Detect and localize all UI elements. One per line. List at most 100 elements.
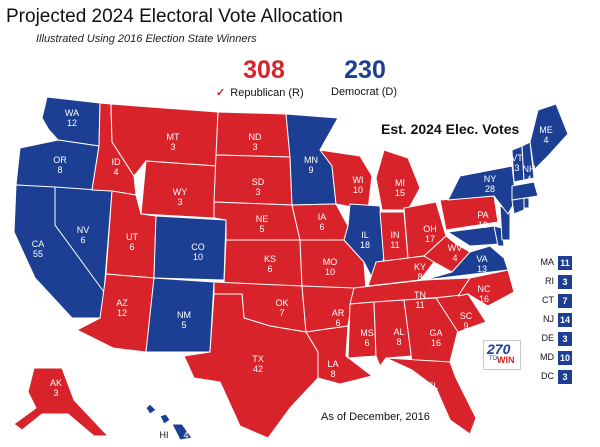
state-votes-va: 13 bbox=[477, 264, 487, 274]
small-state-abbr: RI bbox=[545, 276, 554, 286]
state-abbr-ut: UT bbox=[126, 232, 138, 242]
state-abbr-co: CO bbox=[191, 242, 205, 252]
state-votes-tn: 11 bbox=[415, 300, 424, 310]
state-votes-mo: 10 bbox=[325, 267, 335, 277]
state-abbr-sd: SD bbox=[252, 177, 265, 187]
state-votes-ms: 6 bbox=[364, 338, 369, 348]
small-state-votes: 3 bbox=[558, 332, 572, 346]
state-votes-pa: 19 bbox=[478, 220, 488, 230]
state-abbr-wi: WI bbox=[353, 175, 364, 185]
small-state-abbr: MA bbox=[540, 257, 555, 267]
state-label-layer: WA12OR8CA55NV6ID4MT3WY3UT6AZ12CO10NM5ND3… bbox=[32, 108, 553, 440]
state-votes-sc: 9 bbox=[463, 321, 468, 331]
state-ny[interactable] bbox=[447, 165, 517, 215]
small-state-ri[interactable]: RI 3 bbox=[532, 275, 580, 289]
state-votes-co: 10 bbox=[193, 252, 203, 262]
state-votes-ky: 8 bbox=[417, 272, 422, 282]
state-votes-in: 11 bbox=[390, 240, 399, 250]
state-votes-oh: 17 bbox=[425, 234, 435, 244]
state-abbr-mt: MT bbox=[167, 132, 180, 142]
state-votes-wy: 3 bbox=[177, 197, 182, 207]
small-state-abbr: NJ bbox=[543, 314, 554, 324]
state-votes-nm: 5 bbox=[181, 320, 186, 330]
small-state-abbr: CT bbox=[542, 295, 554, 305]
small-state-de[interactable]: DE 3 bbox=[532, 332, 580, 346]
state-votes-ok: 7 bbox=[279, 308, 284, 318]
state-nc[interactable] bbox=[457, 269, 515, 307]
state-abbr-oh: OH bbox=[423, 224, 437, 234]
republican-vote-total: 308 bbox=[243, 56, 285, 84]
small-state-votes: 7 bbox=[558, 294, 572, 308]
state-votes-hi: 4 bbox=[183, 430, 188, 440]
state-mo[interactable] bbox=[299, 239, 367, 291]
small-state-dc[interactable]: DC 3 bbox=[532, 370, 580, 384]
state-abbr-vt: VT bbox=[511, 153, 523, 163]
state-abbr-in: IN bbox=[391, 230, 400, 240]
state-ky[interactable] bbox=[367, 255, 435, 287]
state-sc[interactable] bbox=[435, 293, 487, 333]
state-me[interactable] bbox=[529, 103, 569, 171]
republican-label: Republican (R) bbox=[230, 87, 304, 99]
small-state-abbr: DE bbox=[541, 333, 554, 343]
state-abbr-mi: MI bbox=[395, 178, 405, 188]
state-abbr-ar: AR bbox=[332, 308, 345, 318]
state-abbr-tx: TX bbox=[252, 354, 264, 364]
state-ri[interactable] bbox=[523, 197, 530, 209]
state-abbr-ok: OK bbox=[275, 298, 288, 308]
state-ak[interactable] bbox=[13, 367, 109, 437]
small-state-votes: 14 bbox=[558, 313, 572, 327]
state-va[interactable] bbox=[423, 245, 509, 281]
state-abbr-pa: PA bbox=[477, 210, 488, 220]
state-abbr-nm: NM bbox=[177, 310, 191, 320]
small-state-abbr: MD bbox=[540, 352, 554, 362]
state-co[interactable] bbox=[153, 215, 227, 281]
small-state-ma[interactable]: MA 11 bbox=[532, 256, 580, 270]
state-votes-tx: 42 bbox=[253, 364, 263, 374]
state-pa[interactable] bbox=[439, 195, 499, 231]
state-votes-me: 4 bbox=[543, 135, 548, 145]
small-state-md[interactable]: MD 10 bbox=[532, 351, 580, 365]
state-abbr-ak: AK bbox=[50, 378, 62, 388]
270-to-win-logo[interactable]: 270 TO WIN bbox=[483, 340, 521, 370]
state-ga[interactable] bbox=[403, 297, 459, 363]
republican-label-row: ✓ Republican (R) bbox=[216, 86, 304, 99]
state-votes-id: 4 bbox=[113, 167, 118, 177]
state-votes-wi: 10 bbox=[353, 185, 363, 195]
state-abbr-ky: KY bbox=[414, 262, 426, 272]
state-abbr-wy: WY bbox=[173, 187, 188, 197]
state-abbr-hi: HI bbox=[160, 430, 169, 440]
state-votes-nh: 4 bbox=[526, 174, 531, 184]
state-fl[interactable] bbox=[385, 357, 477, 435]
small-state-votes: 10 bbox=[558, 351, 572, 365]
state-tx[interactable] bbox=[183, 293, 319, 439]
state-votes-mt: 3 bbox=[170, 142, 175, 152]
state-hi[interactable] bbox=[145, 403, 157, 415]
state-abbr-la: LA bbox=[327, 359, 338, 369]
state-votes-vt: 3 bbox=[514, 163, 519, 173]
state-votes-wv: 4 bbox=[452, 253, 457, 263]
state-ct[interactable] bbox=[511, 197, 525, 215]
state-hi[interactable] bbox=[159, 413, 171, 425]
state-abbr-ia: IA bbox=[318, 212, 327, 222]
state-abbr-ny: NY bbox=[484, 174, 497, 184]
state-abbr-me: ME bbox=[539, 125, 553, 135]
state-abbr-wa: WA bbox=[65, 108, 79, 118]
state-abbr-mn: MN bbox=[304, 155, 318, 165]
state-ar[interactable] bbox=[301, 285, 355, 333]
state-abbr-mo: MO bbox=[323, 257, 338, 267]
state-la[interactable] bbox=[305, 325, 373, 385]
small-state-nj[interactable]: NJ 14 bbox=[532, 313, 580, 327]
state-votes-ar: 6 bbox=[335, 318, 340, 328]
state-votes-fl: 31 bbox=[428, 391, 438, 401]
small-state-votes: 11 bbox=[558, 256, 572, 270]
state-abbr-tn: TN bbox=[414, 290, 426, 300]
state-ma[interactable] bbox=[511, 181, 539, 201]
state-abbr-ga: GA bbox=[429, 328, 442, 338]
state-hi[interactable] bbox=[171, 423, 193, 441]
state-votes-ne: 5 bbox=[259, 224, 264, 234]
state-votes-ia: 6 bbox=[319, 222, 324, 232]
small-state-ct[interactable]: CT 7 bbox=[532, 294, 580, 308]
state-votes-la: 8 bbox=[330, 369, 335, 379]
small-state-abbr: DC bbox=[541, 371, 554, 381]
